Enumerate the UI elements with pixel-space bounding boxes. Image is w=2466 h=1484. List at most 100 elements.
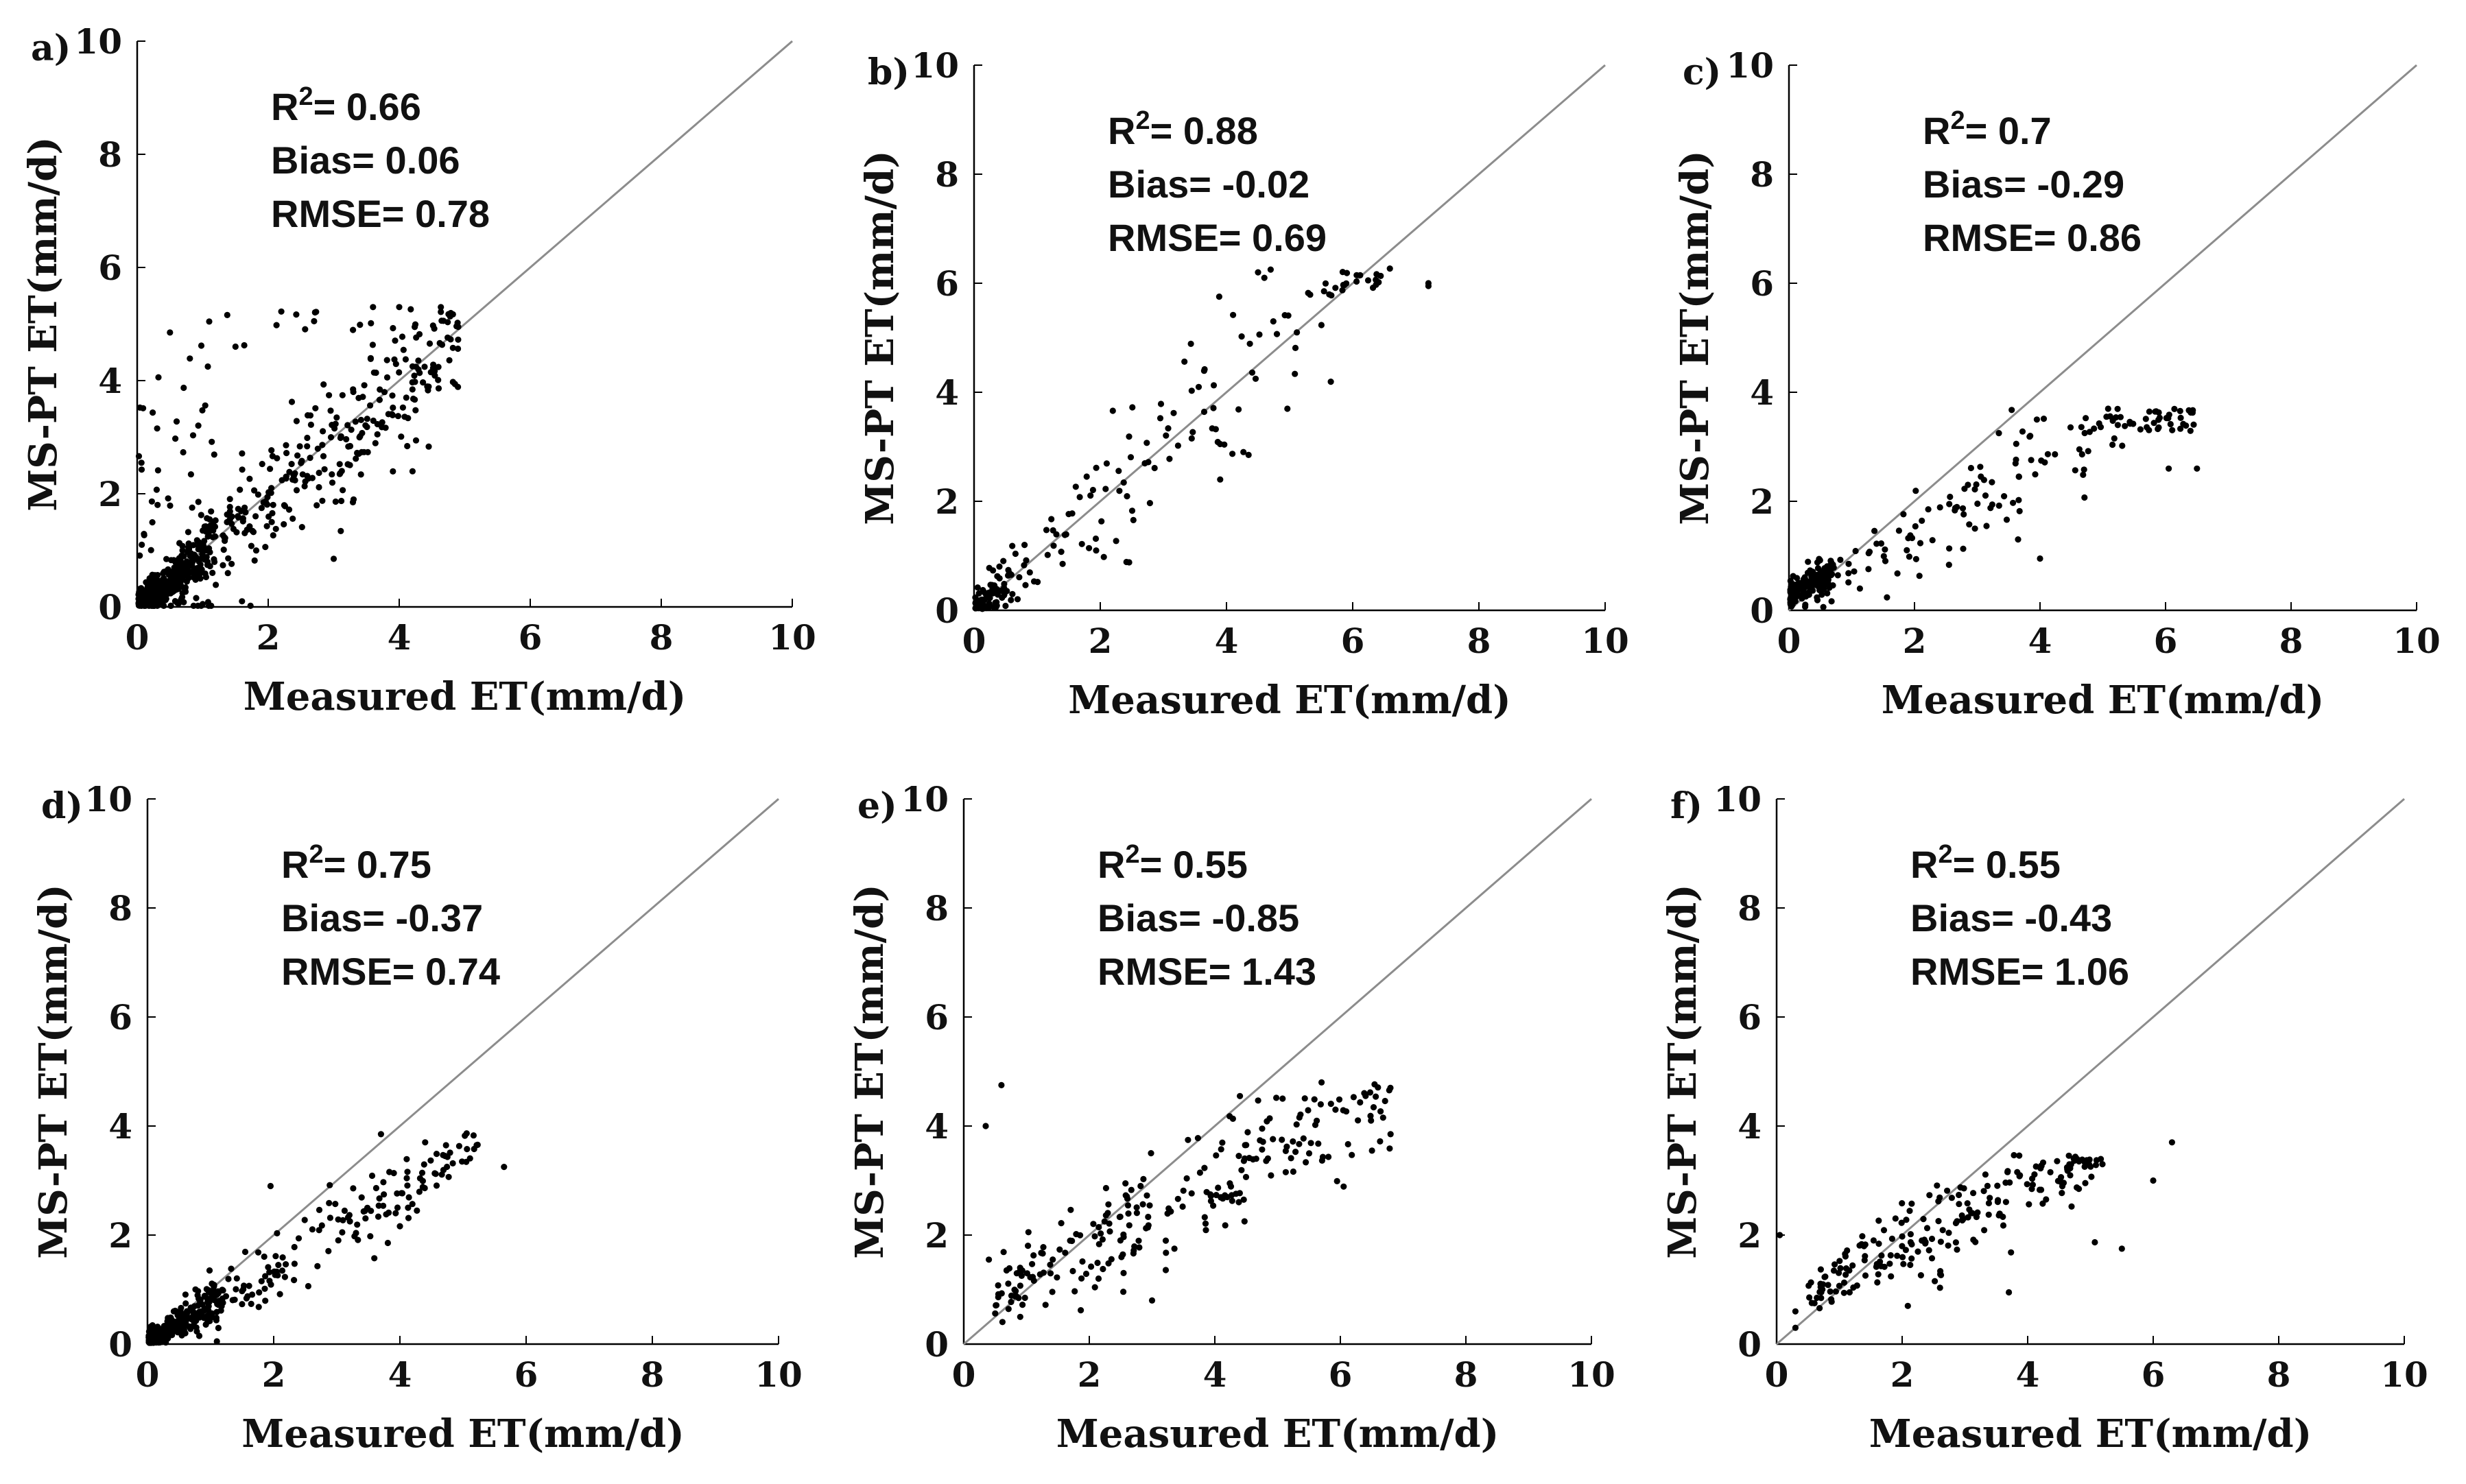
data-point bbox=[1386, 265, 1393, 272]
data-point bbox=[301, 483, 308, 490]
data-point bbox=[390, 468, 396, 475]
data-point bbox=[974, 584, 981, 591]
data-point bbox=[198, 342, 205, 349]
data-point bbox=[199, 1308, 206, 1315]
data-point bbox=[362, 1215, 369, 1222]
data-point bbox=[464, 1146, 471, 1153]
data-point bbox=[389, 392, 396, 399]
data-point bbox=[318, 1222, 325, 1229]
data-point bbox=[1875, 1241, 1882, 1247]
data-point bbox=[1865, 566, 1872, 573]
data-point bbox=[1116, 488, 1123, 494]
data-point bbox=[343, 435, 350, 443]
data-point bbox=[1072, 483, 1079, 490]
rmse-annotation: RMSE= 1.43 bbox=[1098, 950, 1316, 993]
data-point bbox=[319, 442, 326, 448]
data-point bbox=[1062, 1249, 1069, 1256]
data-point bbox=[307, 421, 314, 429]
data-point bbox=[1106, 1228, 1113, 1235]
data-point bbox=[409, 468, 416, 475]
data-point bbox=[155, 374, 162, 381]
data-point bbox=[410, 395, 417, 403]
data-point bbox=[1980, 1188, 1987, 1195]
data-point bbox=[1002, 602, 1009, 610]
data-point bbox=[1945, 562, 1952, 569]
data-point bbox=[1996, 1210, 2003, 1217]
data-point bbox=[1816, 1305, 1823, 1312]
data-point bbox=[1818, 1295, 1825, 1302]
data-point bbox=[224, 570, 231, 577]
data-point bbox=[311, 309, 318, 316]
data-point bbox=[1936, 1271, 1944, 1278]
one-to-one-line bbox=[963, 798, 1592, 1345]
data-point bbox=[247, 602, 254, 610]
data-point bbox=[1102, 486, 1109, 492]
data-point bbox=[1972, 1238, 1979, 1245]
r2-value: = 0.7 bbox=[1965, 109, 2052, 152]
data-point bbox=[1095, 1241, 1102, 1247]
data-point bbox=[1102, 1184, 1109, 1192]
data-point bbox=[1058, 549, 1065, 555]
data-point bbox=[1235, 406, 1242, 413]
data-point bbox=[1820, 603, 1827, 610]
data-point bbox=[169, 580, 176, 587]
data-point bbox=[1029, 1260, 1036, 1267]
data-point bbox=[2067, 424, 2074, 431]
data-point bbox=[1026, 569, 1033, 576]
y-tick-label: 8 bbox=[1738, 888, 1762, 929]
data-point bbox=[368, 320, 375, 326]
data-point bbox=[2015, 473, 2022, 480]
data-point bbox=[1974, 1209, 1981, 1216]
data-point bbox=[329, 479, 336, 486]
data-point bbox=[2081, 494, 2088, 501]
data-point bbox=[354, 1221, 361, 1228]
data-point bbox=[258, 1278, 265, 1284]
data-point bbox=[153, 579, 160, 586]
data-point bbox=[1899, 1233, 1906, 1240]
data-point bbox=[1242, 1173, 1250, 1180]
data-point bbox=[2028, 1186, 2035, 1193]
data-point bbox=[1087, 492, 1094, 499]
data-point bbox=[204, 1297, 211, 1304]
data-point bbox=[1842, 1271, 1849, 1278]
data-point bbox=[202, 570, 209, 577]
data-point bbox=[1845, 570, 1852, 577]
data-point bbox=[259, 461, 265, 468]
data-point bbox=[2118, 1245, 2125, 1252]
data-point bbox=[1079, 1258, 1086, 1265]
data-point bbox=[1332, 1106, 1339, 1113]
data-point bbox=[1983, 523, 1990, 529]
data-point bbox=[1379, 1114, 1386, 1121]
data-point bbox=[1322, 280, 1329, 287]
data-point bbox=[2096, 420, 2102, 427]
data-point bbox=[1959, 1216, 1966, 1223]
data-point bbox=[1090, 1221, 1097, 1228]
data-point bbox=[1982, 1171, 1989, 1178]
y-tick-label: 6 bbox=[925, 997, 949, 1038]
data-point bbox=[390, 404, 396, 411]
r2-exponent: 2 bbox=[309, 840, 323, 869]
data-point bbox=[1947, 493, 1954, 501]
bias-annotation: Bias= -0.02 bbox=[1108, 163, 1309, 206]
data-point bbox=[1816, 555, 1823, 562]
y-tick-label: 2 bbox=[98, 474, 122, 514]
data-point bbox=[1882, 546, 1888, 553]
data-point bbox=[435, 363, 442, 370]
data-point bbox=[1213, 1152, 1220, 1159]
data-point bbox=[403, 1156, 410, 1162]
data-point bbox=[1904, 547, 1910, 554]
data-point bbox=[1123, 558, 1130, 566]
data-point bbox=[357, 322, 364, 328]
data-point bbox=[1293, 1121, 1300, 1128]
data-point bbox=[201, 555, 208, 562]
y-tick-label: 10 bbox=[1714, 779, 1762, 819]
data-point bbox=[1370, 1104, 1377, 1111]
data-point bbox=[1954, 1246, 1960, 1253]
y-tick-label: 4 bbox=[925, 1106, 949, 1147]
data-point bbox=[1140, 1175, 1147, 1182]
y-tick-label: 4 bbox=[108, 1106, 132, 1147]
x-tick-label: 6 bbox=[1341, 621, 1365, 661]
data-point bbox=[211, 533, 219, 540]
data-point bbox=[135, 453, 143, 459]
data-point bbox=[199, 407, 206, 414]
